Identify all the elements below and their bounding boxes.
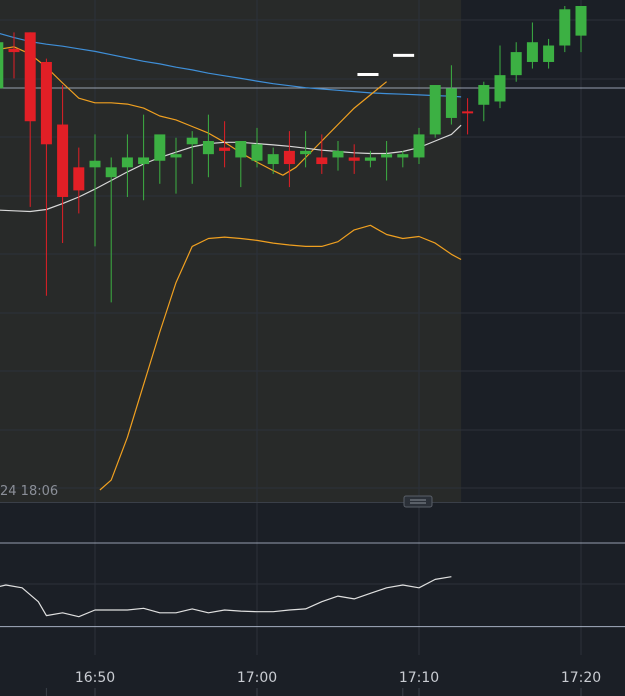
candle-body	[332, 150, 344, 158]
candle-body	[8, 48, 20, 53]
candle-body	[429, 85, 441, 135]
candle-body	[170, 154, 182, 158]
candle-body	[89, 160, 101, 168]
candle-body	[219, 147, 231, 151]
moving-average-line	[0, 33, 462, 98]
candle-body	[40, 61, 52, 145]
bollinger-lower-line	[99, 224, 462, 491]
candle-body	[121, 157, 133, 168]
bollinger-middle-line	[0, 124, 462, 213]
candle-body	[267, 154, 279, 165]
candle-body	[478, 85, 490, 105]
candle-body	[73, 167, 85, 191]
candle-body	[251, 144, 263, 161]
x-tick-label: 16:50	[75, 670, 115, 686]
bollinger-upper-line	[0, 46, 387, 176]
candle-body	[559, 9, 571, 46]
candle-body	[348, 157, 360, 161]
candle-body	[300, 150, 312, 155]
candle-body	[138, 157, 150, 165]
candle-body	[235, 140, 247, 158]
candle-body	[202, 140, 214, 155]
candle-body	[413, 134, 425, 158]
candle-body	[154, 134, 166, 161]
candle-body	[510, 52, 522, 76]
candle-body	[24, 32, 36, 122]
candle-body	[445, 88, 457, 118]
candle-body	[316, 157, 328, 165]
candle-body	[186, 137, 198, 145]
candle-body	[526, 42, 538, 62]
candle-body	[575, 6, 587, 36]
x-tick-label: 17:20	[561, 670, 601, 686]
candle-body	[57, 124, 69, 197]
pane-separator	[0, 502, 625, 503]
candle-body	[364, 157, 376, 161]
x-tick-label: 17:00	[237, 670, 277, 686]
candle-body	[381, 154, 393, 158]
candle-body	[105, 167, 117, 178]
bollinger-band-fill	[0, 0, 462, 502]
time-label: 24 18:06	[0, 484, 58, 499]
candle-body	[494, 75, 506, 102]
candle-body	[543, 45, 555, 62]
time-axis	[0, 655, 625, 696]
grip-lines-icon[interactable]	[403, 495, 433, 508]
candle-body	[397, 154, 409, 158]
oscillator-line	[0, 576, 452, 618]
candle-body	[462, 111, 474, 114]
candle-body	[0, 42, 4, 89]
x-tick-label: 17:10	[399, 670, 439, 686]
candle-body	[283, 150, 295, 165]
